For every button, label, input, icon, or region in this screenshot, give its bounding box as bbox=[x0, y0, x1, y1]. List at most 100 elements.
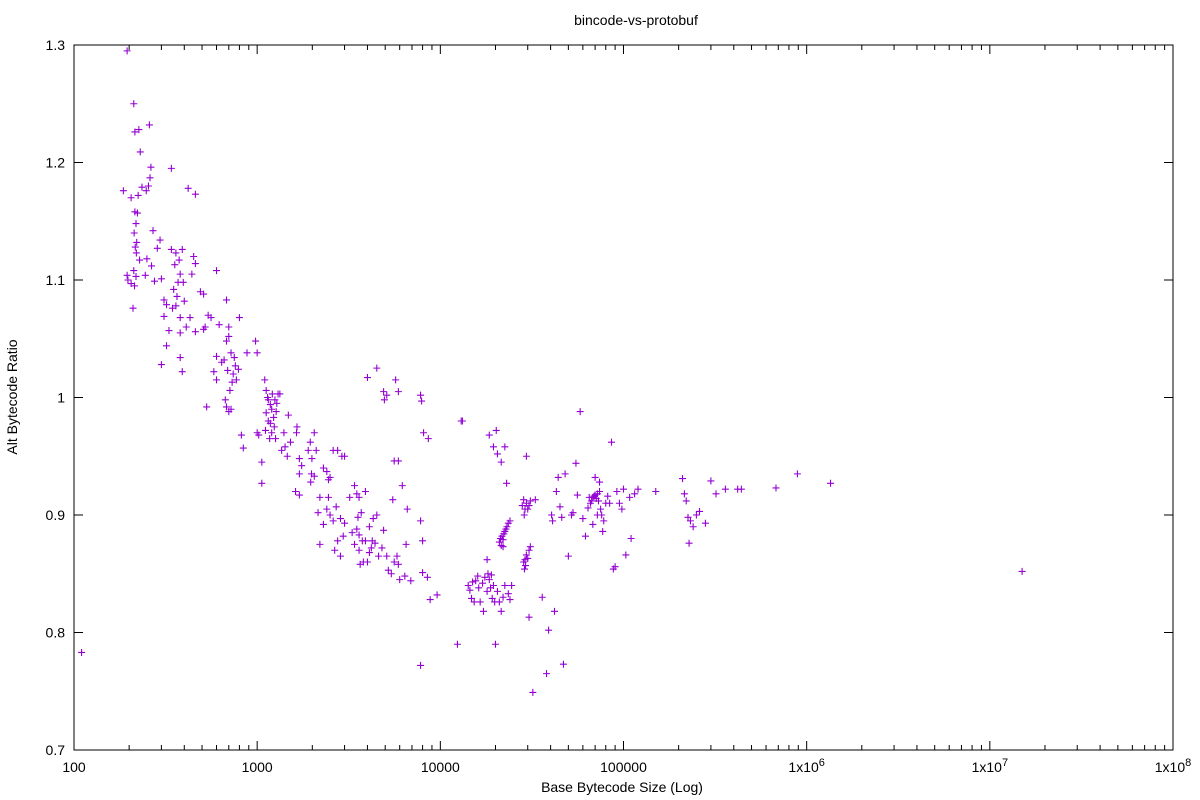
data-point bbox=[549, 517, 557, 525]
data-point bbox=[272, 408, 280, 416]
data-point bbox=[378, 544, 386, 552]
data-point bbox=[525, 502, 533, 510]
data-point bbox=[130, 267, 138, 275]
data-point bbox=[178, 368, 186, 376]
data-point bbox=[365, 523, 373, 531]
data-point bbox=[390, 558, 398, 566]
data-point bbox=[186, 314, 194, 322]
data-point bbox=[150, 277, 158, 285]
data-point bbox=[394, 388, 402, 396]
data-point bbox=[147, 163, 155, 171]
data-point bbox=[627, 535, 635, 542]
data-point bbox=[579, 515, 587, 523]
data-point bbox=[232, 376, 240, 384]
data-point bbox=[418, 397, 426, 405]
data-point bbox=[466, 586, 474, 594]
data-point bbox=[361, 488, 369, 495]
data-point bbox=[707, 477, 715, 485]
data-point bbox=[620, 485, 627, 493]
data-point bbox=[1018, 567, 1026, 575]
data-point bbox=[569, 509, 577, 517]
data-point bbox=[613, 488, 621, 495]
data-point bbox=[550, 607, 558, 615]
data-point bbox=[524, 554, 532, 562]
data-point bbox=[268, 429, 276, 437]
data-point bbox=[392, 376, 400, 384]
data-point bbox=[497, 542, 505, 550]
data-point bbox=[600, 517, 608, 525]
data-point bbox=[453, 640, 461, 648]
data-point bbox=[276, 390, 284, 398]
data-point bbox=[543, 670, 551, 678]
plot-frame-border bbox=[73, 44, 1174, 751]
data-point bbox=[160, 296, 168, 304]
data-point bbox=[631, 490, 639, 498]
data-point bbox=[552, 488, 560, 495]
data-point bbox=[634, 485, 642, 493]
data-point bbox=[149, 227, 157, 235]
data-point bbox=[332, 503, 340, 511]
data-point bbox=[394, 560, 402, 568]
data-point bbox=[234, 365, 242, 373]
data-point bbox=[682, 497, 690, 505]
data-point bbox=[252, 337, 260, 345]
data-point bbox=[423, 573, 431, 581]
data-point bbox=[316, 493, 324, 501]
data-point bbox=[594, 497, 602, 505]
data-point bbox=[132, 272, 140, 280]
data-point bbox=[369, 515, 377, 523]
data-point bbox=[356, 560, 364, 568]
data-point bbox=[564, 552, 572, 560]
data-point bbox=[339, 532, 347, 540]
data-point bbox=[78, 648, 86, 656]
data-point bbox=[499, 536, 507, 544]
data-point bbox=[387, 570, 395, 578]
data-point bbox=[375, 552, 383, 560]
data-point bbox=[176, 354, 184, 362]
data-point bbox=[341, 452, 349, 460]
data-point bbox=[266, 401, 274, 409]
data-point bbox=[489, 582, 497, 589]
data-point bbox=[329, 517, 337, 525]
data-point bbox=[491, 640, 499, 648]
data-point bbox=[331, 546, 339, 554]
data-point bbox=[191, 260, 199, 268]
data-point bbox=[581, 532, 589, 540]
data-point bbox=[157, 275, 165, 283]
data-point bbox=[365, 549, 373, 557]
data-point bbox=[229, 370, 237, 378]
data-point bbox=[171, 261, 179, 269]
data-point bbox=[207, 314, 215, 322]
data-point bbox=[354, 513, 362, 521]
data-point bbox=[310, 472, 318, 480]
data-point bbox=[475, 584, 483, 592]
data-point bbox=[176, 329, 184, 337]
data-point bbox=[237, 431, 245, 439]
data-point bbox=[243, 349, 251, 357]
data-point bbox=[262, 409, 270, 417]
data-point bbox=[402, 540, 410, 548]
data-point bbox=[506, 596, 514, 604]
data-point bbox=[689, 523, 697, 531]
data-point bbox=[701, 519, 709, 527]
data-point bbox=[175, 256, 183, 264]
data-point bbox=[308, 455, 316, 463]
data-point bbox=[144, 182, 152, 190]
data-point bbox=[558, 513, 566, 521]
data-point bbox=[136, 148, 144, 156]
data-point bbox=[174, 278, 182, 286]
data-point bbox=[403, 505, 411, 513]
data-point bbox=[167, 164, 175, 172]
data-point bbox=[483, 587, 491, 595]
data-point bbox=[518, 502, 526, 510]
data-point bbox=[307, 478, 315, 486]
data-point bbox=[268, 405, 276, 413]
data-point bbox=[407, 577, 415, 585]
data-point bbox=[489, 443, 497, 451]
data-point bbox=[353, 490, 361, 498]
data-point bbox=[355, 546, 363, 554]
data-point bbox=[576, 408, 584, 416]
data-point bbox=[737, 485, 745, 493]
data-point bbox=[225, 323, 233, 331]
